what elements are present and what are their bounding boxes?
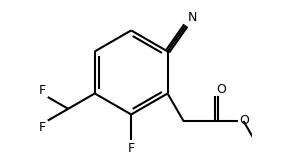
Text: O: O xyxy=(216,83,226,96)
Text: F: F xyxy=(39,121,46,134)
Text: O: O xyxy=(239,115,249,128)
Text: N: N xyxy=(187,11,197,24)
Text: F: F xyxy=(128,142,135,155)
Text: F: F xyxy=(39,84,46,97)
